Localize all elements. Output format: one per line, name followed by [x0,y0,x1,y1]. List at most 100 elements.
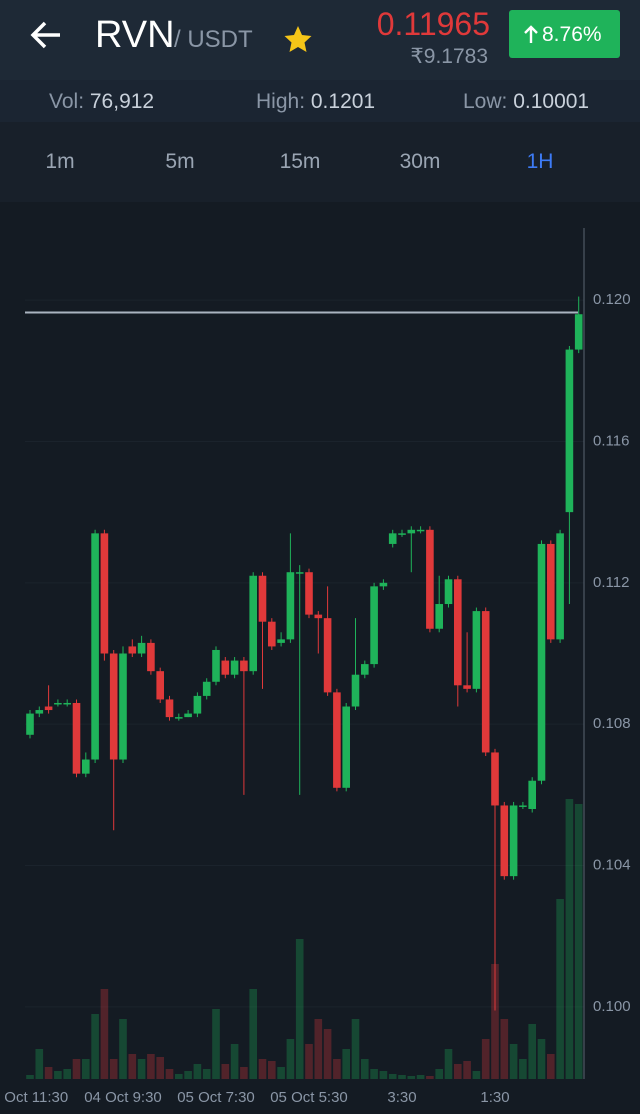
price: 0.11965 [376,6,490,42]
x-tick-label: 04 Oct 9:30 [84,1089,162,1106]
volume-bar [537,1039,546,1079]
interval-tab[interactable]: 15m [279,150,321,173]
candle-body [109,653,118,760]
candle-body [240,660,248,672]
volume-bar [44,1067,53,1079]
y-tick-label: 0.116 [593,432,629,449]
header: RVN / USDT 0.11965 ₹9.1783 8.76% [0,0,640,80]
volume-bar [370,1069,378,1079]
candle-body [426,529,434,629]
candle-body [268,621,276,647]
candle-body [314,614,323,619]
candle-body [379,582,388,587]
interval-tab[interactable]: 5m [165,150,195,173]
volume-bar [202,1069,211,1079]
candle-body [547,543,555,640]
back-button[interactable] [28,16,68,56]
candle-body [54,702,62,705]
stat-label: Vol: [49,90,85,113]
stats-row: Vol: 76,912 High: 0.1201 Low: 0.10001 [0,80,640,122]
x-tick-label: 05 Oct 5:30 [270,1089,348,1106]
favorite-star[interactable] [283,24,313,54]
volume-bar [128,1054,137,1079]
volume-bar [286,1039,295,1079]
volume-bar [416,1075,425,1079]
candle-body [370,586,378,665]
volume-bar [156,1057,164,1079]
volume-bar [240,1067,248,1079]
candle-body [137,642,146,654]
change: 8.76% [542,23,602,46]
candle-body [193,695,202,714]
volume-bar [193,1064,202,1079]
candle-body [509,805,518,877]
candle-body [175,717,183,719]
candle-body [407,529,416,534]
volume-bar [574,804,583,1079]
y-tick-label: 0.120 [593,291,631,308]
candle-body [481,611,490,753]
candle-body [165,699,174,718]
candle-body [342,706,350,788]
candle-body [63,702,71,705]
y-tick-label: 0.108 [593,715,631,732]
volume-bar [342,1049,350,1079]
stat-label: High: [256,90,306,113]
candle-body [286,572,295,640]
candle-body [91,533,99,760]
volume-bar [361,1059,369,1079]
volume-bar [305,1044,313,1079]
volume-bar [249,989,257,1079]
x-tick-label: 3:30 [387,1089,416,1106]
candle-body [323,618,332,693]
volume-bar [100,989,109,1079]
volume-bar [72,1059,81,1079]
candle-body [398,533,406,535]
up-arrow [524,25,538,43]
candle-body [212,649,220,682]
candle-body [258,575,267,622]
candle-body [519,805,527,807]
stat-value: 0.1201 [310,90,376,113]
candle-body [82,759,90,774]
interval-tab[interactable]: 30m [399,150,441,173]
volume-bar [519,1059,527,1079]
candle-body [435,604,443,629]
candle-body [26,713,34,735]
candle-body [463,685,471,689]
candle-body [491,752,499,806]
change-badge: 8.76% [509,10,620,58]
volume-bar [398,1075,406,1079]
candle-body [361,664,369,675]
x-tick-label: 4 Oct 11:30 [0,1089,68,1106]
volume-bar [221,1064,230,1079]
candle-body [100,533,109,654]
volume-bar [63,1069,71,1079]
candle-body [444,579,453,605]
candle-body [277,639,285,643]
candle-body [249,575,257,672]
candle-body [472,611,481,689]
volume-bar [463,1061,471,1079]
quote: / USDT [174,26,253,53]
volume-bar [212,1009,220,1079]
y-tick-label: 0.104 [593,857,631,874]
interval-tab[interactable]: 1H [526,150,554,173]
symbol: RVN [95,14,175,56]
volume-bar [91,1014,99,1079]
price-inr: ₹9.1783 [410,45,488,68]
volume-bar [435,1069,443,1079]
volume-bar [268,1061,276,1079]
candle-body [556,533,564,640]
volume-bar [147,1054,155,1079]
volume-bar [165,1069,174,1079]
volume-bar [500,1019,509,1079]
candle-body [454,579,462,686]
volume-bar [109,1059,118,1079]
interval-tab[interactable]: 1m [45,150,75,173]
candle-body [295,572,304,574]
stat: Vol: 76,912 [49,90,154,114]
volume-bar [184,1071,192,1079]
volume-bar [454,1064,462,1079]
